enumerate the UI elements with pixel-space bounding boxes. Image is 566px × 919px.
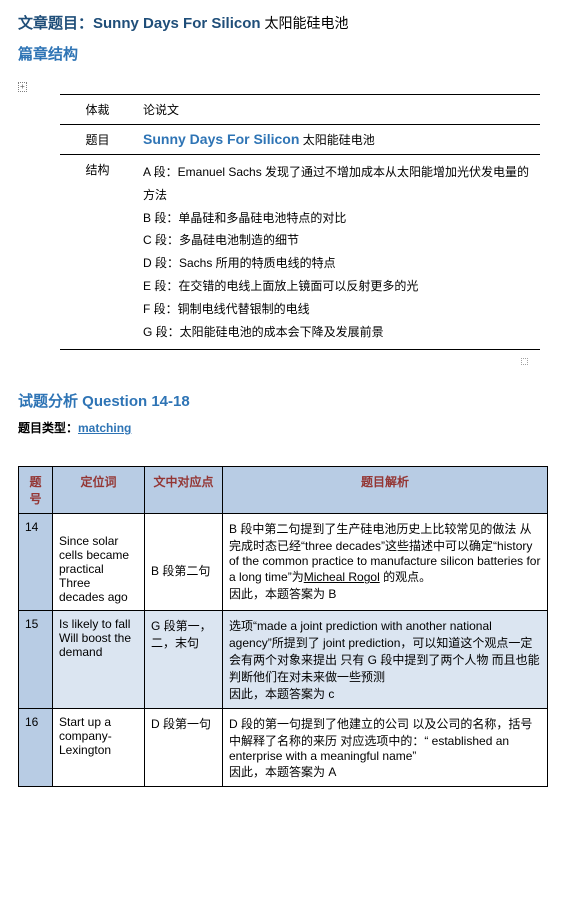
header-num: 题号 — [19, 467, 53, 514]
struct-line: D 段：Sachs 所用的特质电线的特点 — [143, 252, 532, 275]
struct-line: F 段：铜制电线代替银制的电线 — [143, 298, 532, 321]
cell-loc: Start up a company-Lexington — [53, 709, 145, 787]
cell-loc-text: Is likely to fallWill boost the demand — [59, 617, 131, 659]
end-marker-wrap — [18, 354, 528, 368]
structure-table: 体裁 论说文 题目 Sunny Days For Silicon 太阳能硅电池 … — [60, 94, 540, 350]
table-row: 16 Start up a company-Lexington D 段第一句 D… — [19, 709, 548, 787]
struct-lines: A 段：Emanuel Sachs 发现了通过不增加成本从太阳能增加光伏发电量的… — [143, 161, 532, 343]
header-match: 文中对应点 — [145, 467, 223, 514]
struct-line: B 段：单晶硅和多晶硅电池特点的对比 — [143, 207, 532, 230]
cell-num: 16 — [19, 709, 53, 787]
question-type-line: 题目类型：matching — [18, 419, 548, 436]
struct-label-title: 题目 — [60, 125, 135, 155]
article-title: 文章题目：Sunny Days For Silicon 太阳能硅电池 — [18, 12, 548, 33]
cell-match: G 段第一，二，末句 — [145, 611, 223, 709]
cell-match-text: D 段第一句 — [151, 717, 211, 731]
cell-num: 15 — [19, 611, 53, 709]
cell-loc-text: Start up a company-Lexington — [59, 715, 112, 757]
end-marker-icon — [521, 358, 528, 365]
question-type-label: 题目类型： — [18, 421, 78, 435]
cell-num: 14 — [19, 514, 53, 611]
cell-expl: D 段的第一句提到了他建立的公司 以及公司的名称，括号中解释了名称的来历 对应选… — [223, 709, 548, 787]
cell-match-text: G 段第一，二，末句 — [151, 619, 212, 650]
table-row: 体裁 论说文 — [60, 95, 540, 125]
question-type-link[interactable]: matching — [78, 421, 131, 435]
cell-match: B 段第二句 — [145, 514, 223, 611]
cell-loc: Is likely to fallWill boost the demand — [53, 611, 145, 709]
struct-value-title: Sunny Days For Silicon 太阳能硅电池 — [135, 125, 540, 155]
struct-title-zh: 太阳能硅电池 — [303, 133, 375, 147]
table-row: 14 Since solar cells became practicalThr… — [19, 514, 548, 611]
struct-value-genre: 论说文 — [135, 95, 540, 125]
article-title-en: Sunny Days For Silicon — [93, 15, 261, 32]
cell-expl: B 段中第二句提到了生产硅电池历史上比较常见的做法 从完成时态已经“three … — [223, 514, 548, 611]
cell-loc: Since solar cells became practicalThree … — [53, 514, 145, 611]
struct-line: A 段：Emanuel Sachs 发现了通过不增加成本从太阳能增加光伏发电量的… — [143, 161, 532, 207]
table-header-row: 题号 定位词 文中对应点 题目解析 — [19, 467, 548, 514]
table-row: 题目 Sunny Days For Silicon 太阳能硅电池 — [60, 125, 540, 155]
question-analysis-heading: 试题分析 Question 14-18 — [18, 390, 548, 411]
analysis-table: 题号 定位词 文中对应点 题目解析 14 Since solar cells b… — [18, 466, 548, 787]
struct-line: G 段：太阳能硅电池的成本会下降及发展前景 — [143, 321, 532, 344]
struct-value-structure: A 段：Emanuel Sachs 发现了通过不增加成本从太阳能增加光伏发电量的… — [135, 155, 540, 350]
cell-match-text: B 段第二句 — [151, 564, 210, 578]
struct-title-en: Sunny Days For Silicon — [143, 131, 299, 147]
cell-match: D 段第一句 — [145, 709, 223, 787]
table-row: 15 Is likely to fallWill boost the deman… — [19, 611, 548, 709]
struct-line: C 段：多晶硅电池制造的细节 — [143, 229, 532, 252]
struct-line: E 段：在交错的电线上面放上镜面可以反射更多的光 — [143, 275, 532, 298]
underlined-name: Micheal Rogol — [304, 570, 380, 584]
expand-icon[interactable]: + — [18, 82, 27, 92]
struct-label-structure: 结构 — [60, 155, 135, 350]
table-row: 结构 A 段：Emanuel Sachs 发现了通过不增加成本从太阳能增加光伏发… — [60, 155, 540, 350]
section-structure-heading: 篇章结构 — [18, 43, 548, 64]
header-expl: 题目解析 — [223, 467, 548, 514]
article-title-label: 文章题目： — [18, 15, 93, 32]
struct-label-genre: 体裁 — [60, 95, 135, 125]
article-title-zh: 太阳能硅电池 — [261, 15, 349, 31]
cell-expl: 选项“made a joint prediction with another … — [223, 611, 548, 709]
cell-loc-text: Since solar cells became practicalThree … — [59, 534, 129, 604]
header-loc: 定位词 — [53, 467, 145, 514]
